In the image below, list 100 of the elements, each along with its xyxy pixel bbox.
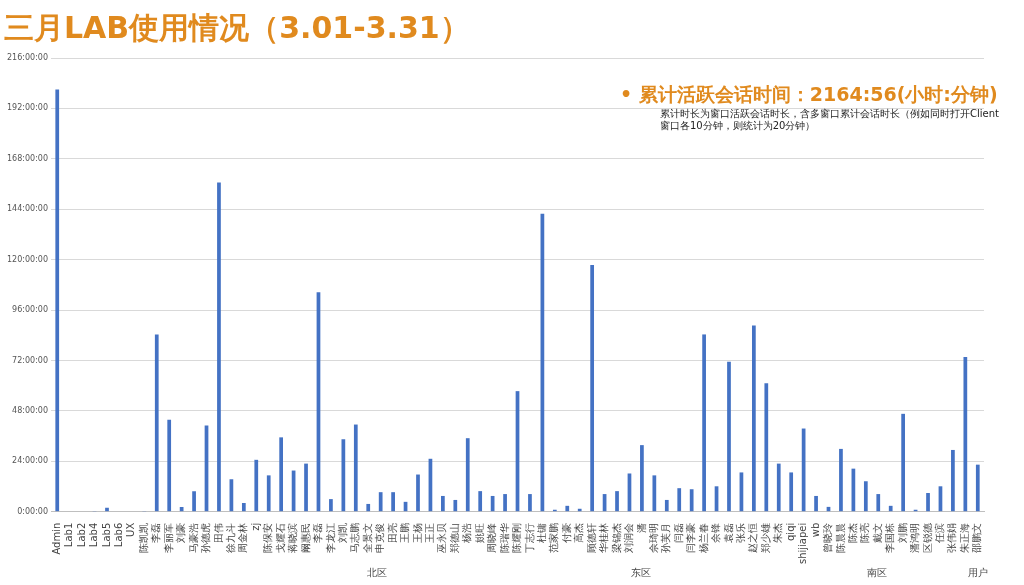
bar xyxy=(179,506,184,512)
x-tick-label: 邵鹏文 xyxy=(971,522,983,553)
bar xyxy=(814,495,818,512)
bar xyxy=(416,474,420,512)
x-tick-label: 顾德轩 xyxy=(585,522,597,553)
x-tick-label: UX xyxy=(125,522,137,537)
x-tick-label: 周晓峰 xyxy=(486,522,498,553)
x-tick-label: 李龙江 xyxy=(324,522,336,553)
x-tick-label: 蒋晓滨 xyxy=(287,522,299,553)
bar xyxy=(590,264,595,512)
bar xyxy=(702,334,706,512)
x-tick-label: Lab6 xyxy=(113,522,125,548)
bar xyxy=(975,464,980,512)
bar xyxy=(689,489,694,512)
x-tick-label: zj xyxy=(249,522,261,531)
y-tick-label: 168:00:00 xyxy=(6,153,49,163)
text: 用户 xyxy=(968,566,988,580)
x-tick-label: 曾晓玲 xyxy=(822,522,834,553)
x-tick-label: 陈杰 xyxy=(846,522,858,543)
bar xyxy=(304,463,308,512)
x-tick-label: 闫磊 xyxy=(672,522,684,543)
y-tick-label: 24:00:00 xyxy=(12,456,49,466)
x-tick-label: Lab4 xyxy=(88,522,100,548)
bar xyxy=(863,481,868,512)
x-tick-label: 陈晨晨 xyxy=(834,522,846,553)
x-tick-label: 李磊 xyxy=(150,522,162,543)
bar xyxy=(652,475,657,512)
x-tick-label: 王杨 xyxy=(411,522,423,543)
x-tick-label: 全景文 xyxy=(361,522,373,553)
x-tick-label: 阚惠民 xyxy=(299,522,311,553)
x-tick-label: 张伟娟 xyxy=(946,522,958,553)
x-tick-label: 刘豪 xyxy=(175,522,187,543)
x-tick-label: 李国栋 xyxy=(884,522,896,553)
x-tick-label: 李丽军 xyxy=(162,522,174,553)
bar xyxy=(254,459,259,512)
bar xyxy=(353,424,358,512)
x-tick-label: 田伟 xyxy=(212,522,224,543)
x-tick-label: 巫永贝 xyxy=(436,522,448,553)
x-tick-label: 田亮 xyxy=(386,522,398,543)
x-tick-label: 张乐 xyxy=(735,522,747,543)
bar xyxy=(664,499,669,512)
bar xyxy=(789,472,794,512)
y-tick-label: 192:00:00 xyxy=(6,103,49,113)
x-tick-label: Admin xyxy=(50,522,62,555)
x-tick-label: 杨浩 xyxy=(461,522,473,544)
x-tick-label: 袁磊 xyxy=(722,522,734,543)
x-tick-label: 申克俊 xyxy=(374,522,386,553)
bar xyxy=(727,361,731,512)
x-tick-label: Lab5 xyxy=(100,522,112,548)
x-tick-label: 郑少雄 xyxy=(759,522,771,553)
y-tick-label: 120:00:00 xyxy=(6,254,49,264)
bar xyxy=(378,492,383,512)
bar xyxy=(366,503,371,512)
bar xyxy=(341,439,346,512)
x-tick-label: 区锐德 xyxy=(921,522,933,553)
x-tick-label: qiqi xyxy=(784,522,796,541)
bar xyxy=(776,463,781,512)
bar xyxy=(839,448,843,512)
x-tick-label: 王正 xyxy=(424,522,436,543)
x-tick-label: 丁志行 xyxy=(523,522,535,553)
x-tick-label: 陈保安 xyxy=(262,522,274,553)
bar xyxy=(901,413,906,512)
x-tick-label: 付豪 xyxy=(560,522,572,543)
x-tick-label: 刘润会 xyxy=(623,522,635,553)
x-tick-label: 陈瑞华 xyxy=(498,522,510,553)
x-tick-label: Lab2 xyxy=(75,522,87,548)
bar xyxy=(963,356,968,512)
bar xyxy=(217,182,221,512)
bar xyxy=(55,89,60,512)
x-tick-label: shijiapei xyxy=(797,522,809,565)
bar xyxy=(478,491,483,512)
bar xyxy=(926,493,930,512)
x-tick-label: 佘琦明 xyxy=(647,522,659,553)
bar xyxy=(528,494,532,512)
x-tick-label: 赵之恒 xyxy=(747,522,759,553)
y-tick-label: 0:00:00 xyxy=(17,506,49,516)
x-tick-label: 高杰 xyxy=(573,522,585,543)
x-tick-label: 戴文 xyxy=(871,522,883,543)
x-tick-label: 杜镛 xyxy=(535,522,547,543)
bar xyxy=(565,505,570,512)
x-tick-label: 戈耀石 xyxy=(274,522,286,553)
y-tick-label: 96:00:00 xyxy=(12,305,49,315)
x-tick-label: 陈凯凯 xyxy=(137,522,149,553)
chart-title: 三月LAB使用情况（3.01-3.31） xyxy=(4,9,470,45)
x-tick-label: 郑德山 xyxy=(448,522,460,553)
x-tick-label: 刘鹏 xyxy=(896,522,908,543)
annotation: • 累计活跃会话时间：2164:56(小时:分钟) xyxy=(620,82,998,107)
y-tick-label: 216:00:00 xyxy=(6,53,49,63)
text: 南区 xyxy=(867,566,887,580)
bar xyxy=(391,492,395,512)
bar xyxy=(154,334,159,512)
x-tick-label: 王鹏 xyxy=(399,522,411,543)
x-tick-label: 马豪浩 xyxy=(187,522,199,553)
bar xyxy=(465,438,470,512)
bar xyxy=(764,383,769,512)
y-tick-label: 72:00:00 xyxy=(12,355,49,365)
x-tick-label: 周金林 xyxy=(237,522,249,553)
x-tick-label: 姚旺 xyxy=(473,522,485,543)
bar xyxy=(640,445,644,512)
bar xyxy=(615,491,619,512)
